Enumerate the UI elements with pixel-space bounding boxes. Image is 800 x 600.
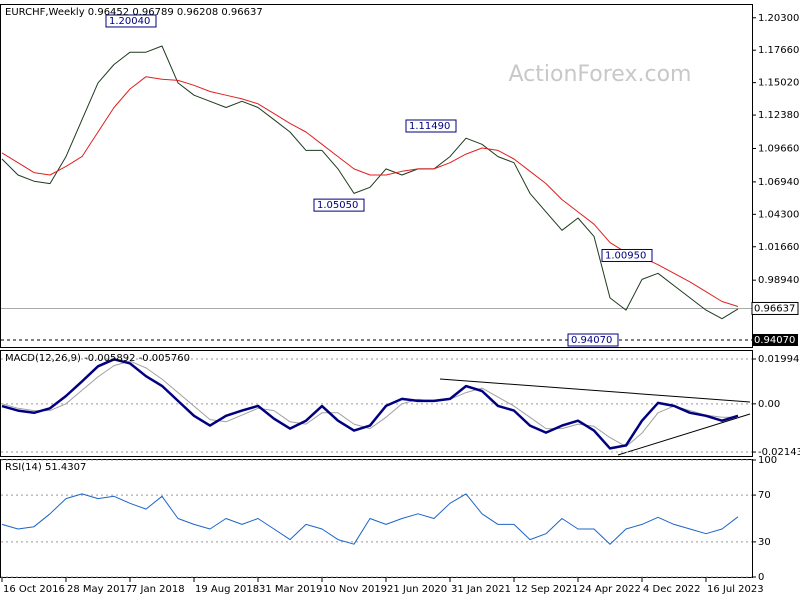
panel-title: MACD(12,26,9) -0.005892 -0.005760 [5, 353, 190, 364]
x-tick-label: 16 Jul 2023 [707, 584, 764, 595]
y-tick-label: 1.09660 [758, 143, 799, 154]
y-tick-label: 0 [758, 572, 764, 583]
price-label-box [751, 301, 799, 315]
series-line [1, 45, 739, 320]
trend-line [617, 413, 751, 456]
x-tick-label: 7 Jan 2018 [131, 584, 185, 595]
level-label: 0.94070 [754, 335, 795, 346]
annotation-label: 1.00950 [605, 250, 646, 261]
x-tick-label: 4 Dec 2022 [643, 584, 701, 595]
plot-area: 1.062901.200401.050501.114901.009500.940… [1, 14, 739, 347]
x-tick-label: 19 Aug 2018 [195, 584, 259, 595]
annotation-label: 1.05050 [317, 200, 358, 211]
annotation-box [601, 248, 653, 262]
annotation-label: 0.94070 [571, 335, 612, 346]
series-line [1, 76, 739, 307]
x-tick-label: 16 Oct 2016 [3, 584, 65, 595]
x-tick-label: 28 May 2017 [67, 584, 132, 595]
y-tick-label: -0.021434 [758, 447, 800, 458]
price-label: 0.96637 [754, 303, 795, 314]
y-tick-label: 1.15020 [758, 78, 799, 89]
x-tick-label: 31 Jan 2021 [451, 584, 511, 595]
x-tick-label: 10 Nov 2019 [323, 584, 387, 595]
series-line [1, 493, 739, 545]
x-tick-label: 12 Sep 2021 [515, 584, 578, 595]
panel-frame [0, 4, 753, 348]
x-tick-label: 24 Apr 2022 [579, 584, 641, 595]
panel-title: RSI(14) 51.4307 [5, 462, 86, 473]
annotation-label: 1.11490 [409, 121, 450, 132]
y-tick-label: 1.12380 [758, 110, 799, 121]
y-tick-label: 100 [758, 455, 777, 466]
plot-area [1, 493, 739, 545]
panel-title: EURCHF,Weekly 0.96452 0.96789 0.96208 0.… [5, 7, 263, 18]
y-tick-label: 1.01660 [758, 242, 799, 253]
y-tick-label: 0.98940 [758, 275, 799, 286]
y-tick-label: 1.06940 [758, 177, 799, 188]
level-label-box [752, 333, 798, 346]
annotation-label: 1.20040 [109, 16, 150, 27]
annotation-box [313, 198, 365, 212]
annotation-box [105, 14, 157, 28]
trend-line [439, 378, 751, 403]
y-tick-label: 1.04300 [758, 209, 799, 220]
x-tick-label: 31 Mar 2019 [259, 584, 322, 595]
y-tick-label: 70 [758, 490, 771, 501]
y-tick-label: 30 [758, 537, 771, 548]
annotation-box [567, 333, 619, 347]
x-tick-label: 21 Jun 2020 [387, 584, 447, 595]
annotation-box [405, 119, 457, 133]
series-line [1, 358, 739, 450]
y-tick-label: 1.20300 [758, 13, 799, 24]
y-tick-label: 0.00 [758, 399, 780, 410]
y-tick-label: 0.019943 [758, 354, 800, 365]
plot-area [1, 358, 739, 450]
watermark: ActionForex.com [509, 62, 692, 87]
y-tick-label: 1.17660 [758, 45, 799, 56]
